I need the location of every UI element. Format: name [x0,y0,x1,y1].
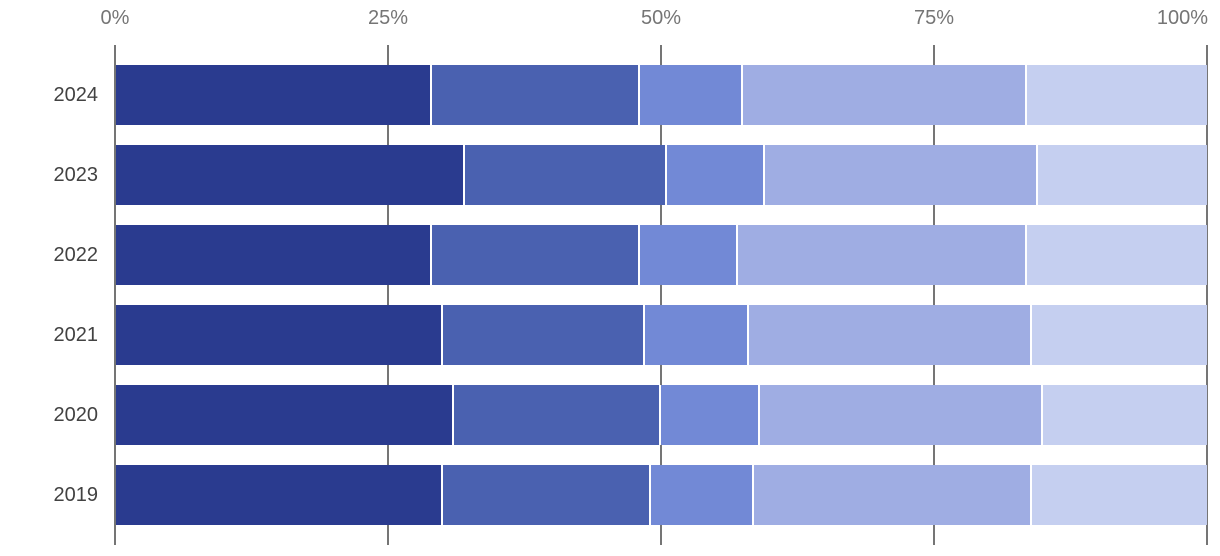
bar-segment-series-1[interactable] [116,65,433,125]
bar-segment-series-2[interactable] [443,305,646,365]
bar-segment-series-3[interactable] [666,145,766,205]
x-axis-tick-label: 50% [640,7,682,29]
bar-row [116,465,1207,525]
gridline [114,45,116,545]
bar-segment-series-5[interactable] [1043,385,1207,445]
bar-segment-series-5[interactable] [1026,65,1207,125]
bar-segment-series-1[interactable] [116,225,433,285]
bar-segment-series-2[interactable] [454,385,662,445]
bar-segment-series-3[interactable] [639,65,744,125]
bar-segment-series-2[interactable] [432,65,640,125]
y-axis-category-label: 2020 [53,404,99,426]
bar-segment-series-5[interactable] [1032,465,1207,525]
bar-segment-series-4[interactable] [737,225,1027,285]
bar-segment-series-4[interactable] [765,145,1038,205]
bar-segment-series-4[interactable] [754,465,1033,525]
bar-segment-series-5[interactable] [1026,225,1207,285]
gridline [1206,45,1208,545]
gridline [933,45,935,545]
bar-segment-series-2[interactable] [432,225,640,285]
y-axis-category-label: 2022 [53,244,99,266]
bar-row [116,305,1207,365]
bar-row [116,385,1207,445]
x-axis-tick-label: 0% [100,7,130,29]
y-axis-category-label: 2019 [53,484,99,506]
gridline [387,45,389,545]
x-axis-tick-label: 75% [913,7,955,29]
bar-segment-series-5[interactable] [1032,305,1207,365]
bar-segment-series-3[interactable] [661,385,760,445]
y-axis-category-label: 2023 [53,164,99,186]
bar-segment-series-2[interactable] [443,465,651,525]
bar-segment-series-3[interactable] [645,305,749,365]
y-axis-category-label: 2021 [53,324,99,346]
bar-segment-series-2[interactable] [465,145,667,205]
x-axis-tick-label: 25% [367,7,409,29]
bar-segment-series-1[interactable] [116,145,466,205]
x-axis-tick-label: 100% [1156,7,1209,29]
bar-segment-series-3[interactable] [650,465,755,525]
bar-segment-series-1[interactable] [116,465,444,525]
bar-segment-series-4[interactable] [759,385,1044,445]
bar-segment-series-3[interactable] [639,225,738,285]
gridline [660,45,662,545]
bar-segment-series-5[interactable] [1037,145,1207,205]
bar-segment-series-1[interactable] [116,385,455,445]
bar-row [116,145,1207,205]
y-axis-category-label: 2024 [53,84,99,106]
bar-segment-series-4[interactable] [748,305,1033,365]
bar-row [116,65,1207,125]
bar-segment-series-4[interactable] [743,65,1027,125]
bar-segment-series-1[interactable] [116,305,444,365]
bar-row [116,225,1207,285]
